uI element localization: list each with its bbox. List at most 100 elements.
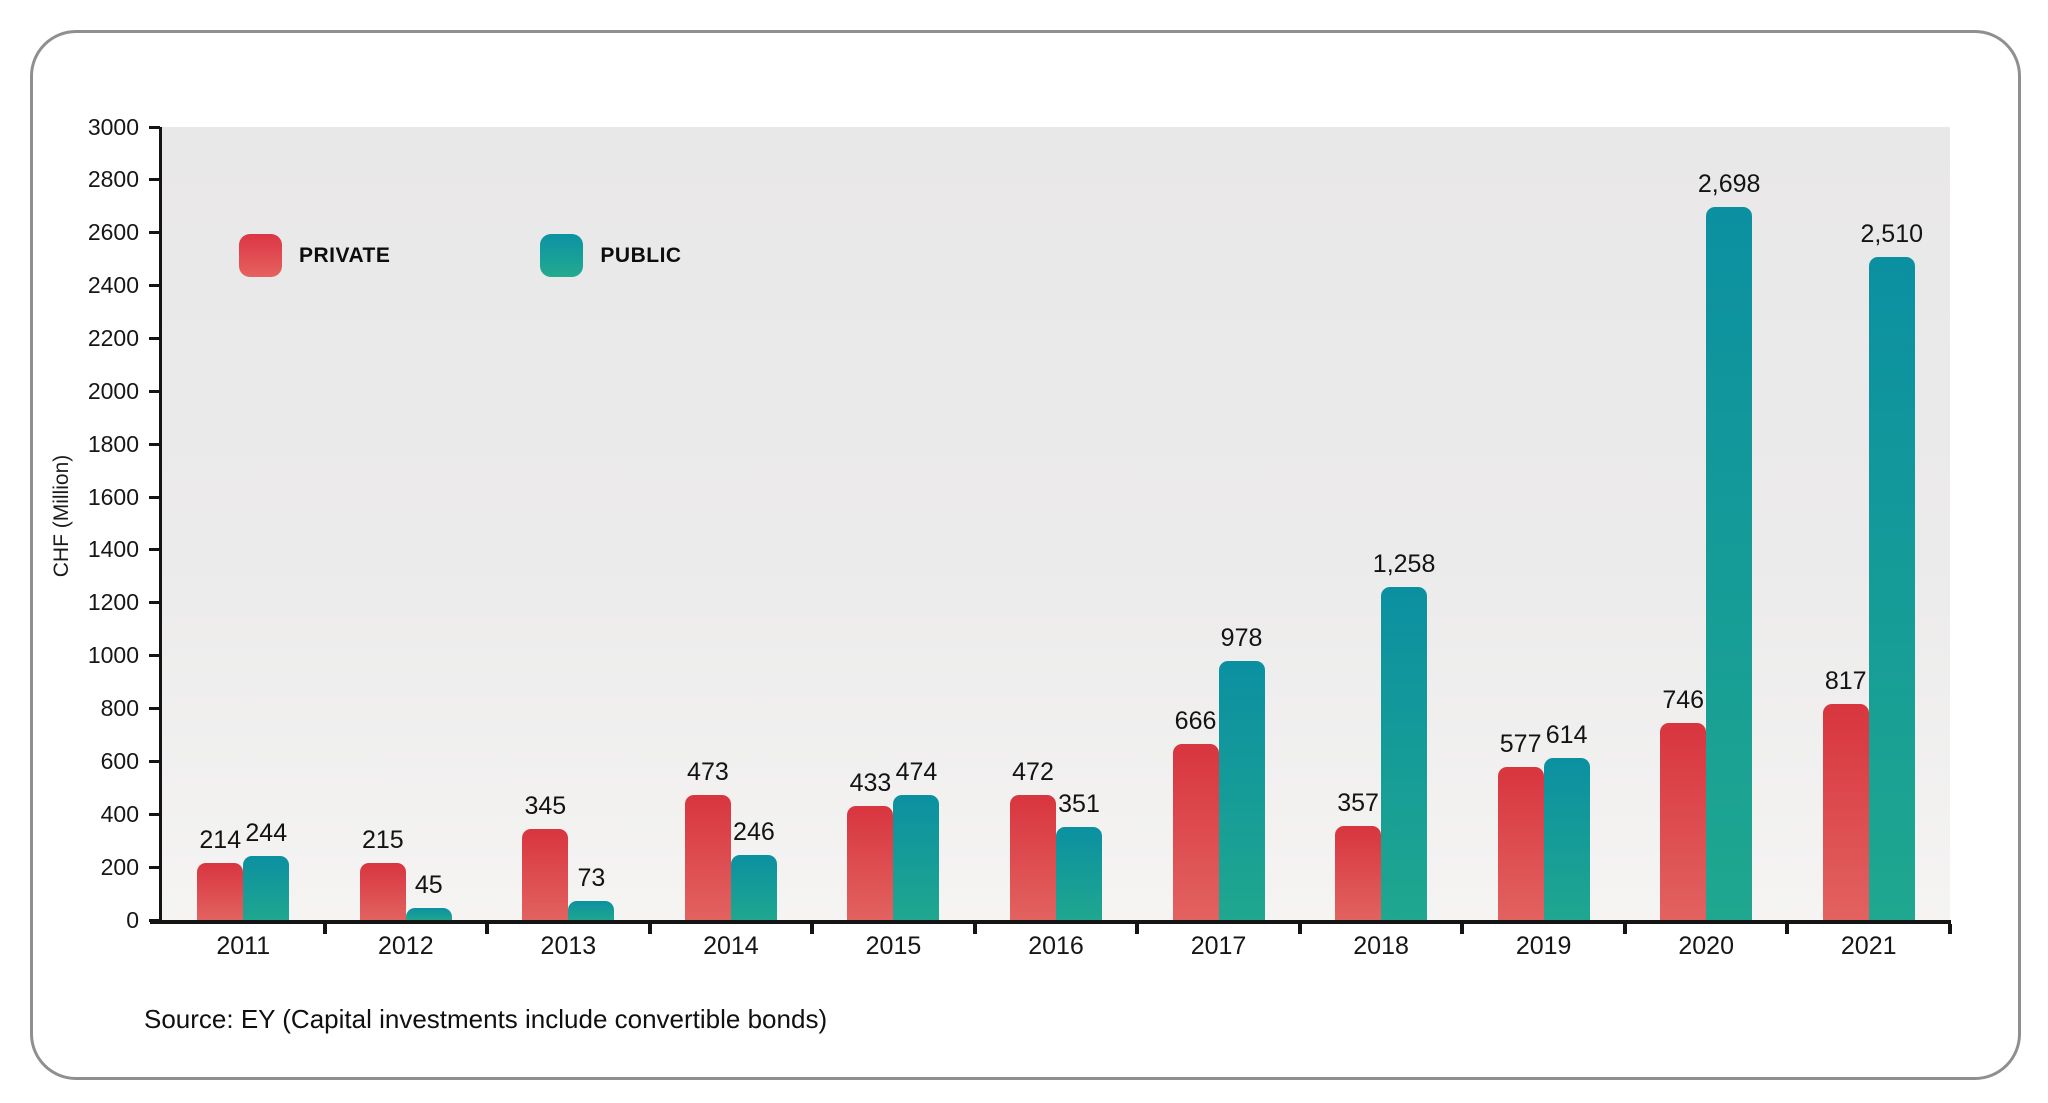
bar-label-private-2012: 215	[361, 826, 404, 855]
legend-item-public: PUBLIC	[420, 234, 681, 277]
x-tick	[1460, 924, 1465, 934]
y-tick	[149, 284, 160, 288]
legend-swatch-public	[540, 234, 584, 277]
y-tick-label: 2000	[87, 377, 139, 404]
x-axis-label-2011: 2011	[216, 932, 271, 960]
x-axis-label-2014: 2014	[703, 932, 759, 960]
plot-area	[162, 127, 1950, 920]
bar-label-private-2017: 666	[1174, 706, 1217, 735]
bar-label-public-2019: 614	[1545, 720, 1588, 749]
legend-label-private: PRIVATE	[299, 243, 391, 267]
bar-public-2011	[243, 855, 290, 920]
y-tick-label: 2400	[87, 272, 139, 299]
bar-private-2020	[1660, 722, 1707, 920]
bar-private-2012	[359, 863, 406, 920]
x-tick	[1297, 924, 1302, 934]
bar-label-public-2011: 244	[245, 818, 288, 847]
bar-private-2015	[847, 805, 894, 920]
y-tick	[149, 548, 160, 552]
y-tick	[149, 336, 160, 340]
x-tick	[810, 924, 815, 934]
bar-public-2014	[730, 854, 777, 920]
bar-public-2019	[1543, 757, 1590, 920]
bar-private-2014	[684, 794, 731, 920]
x-axis-label-2016: 2016	[1028, 932, 1084, 960]
x-tick	[647, 924, 652, 934]
bar-label-public-2015: 474	[895, 757, 938, 786]
bar-public-2021	[1868, 256, 1915, 920]
y-tick-label: 400	[100, 800, 139, 827]
y-tick	[149, 442, 160, 446]
bar-private-2018	[1335, 825, 1382, 920]
legend-item-private: PRIVATE	[239, 234, 390, 277]
bar-private-2013	[522, 828, 569, 920]
y-tick-label: 1800	[87, 430, 139, 457]
y-tick	[149, 495, 160, 499]
y-tick-label: 2200	[87, 324, 139, 351]
bar-label-public-2016: 351	[1058, 790, 1100, 819]
bar-label-private-2013: 345	[524, 791, 567, 820]
y-tick-label: 3000	[87, 113, 139, 140]
bar-private-2019	[1497, 767, 1544, 920]
y-tick	[149, 389, 160, 393]
x-tick	[1785, 924, 1790, 934]
bar-private-2021	[1822, 704, 1869, 920]
x-axis-label-2012: 2012	[378, 932, 434, 960]
y-tick-label: 800	[100, 695, 139, 722]
bar-label-public-2012: 45	[414, 871, 443, 900]
legend: PRIVATE PUBLIC	[239, 234, 682, 277]
y-tick-label: 2800	[87, 166, 139, 193]
y-tick	[149, 707, 160, 711]
source-note: Source: EY (Capital investments include …	[144, 1004, 828, 1034]
bar-public-2017	[1218, 661, 1265, 920]
legend-swatch-private	[239, 234, 282, 277]
y-axis	[159, 127, 162, 923]
y-tick	[149, 231, 160, 235]
x-tick	[1622, 924, 1627, 934]
x-tick	[972, 924, 977, 934]
bar-label-private-2014: 473	[687, 757, 729, 786]
x-axis-label-2020: 2020	[1678, 932, 1734, 960]
bar-public-2020	[1706, 206, 1753, 920]
y-tick	[149, 654, 160, 658]
legend-label-public: PUBLIC	[600, 243, 682, 267]
bar-label-private-2015: 433	[849, 768, 892, 797]
bar-label-public-2020: 2,698	[1697, 169, 1761, 198]
y-tick	[149, 865, 160, 869]
bar-label-private-2018: 357	[1337, 788, 1379, 817]
bar-public-2016	[1056, 827, 1102, 920]
bar-private-2016	[1010, 795, 1056, 920]
bar-label-private-2021: 817	[1824, 667, 1867, 696]
bar-private-2011	[197, 863, 244, 920]
y-tick-label: 1400	[87, 536, 139, 563]
x-tick	[1948, 924, 1952, 934]
y-tick-label: 600	[100, 747, 139, 774]
bar-public-2015	[893, 794, 940, 920]
y-tick	[149, 178, 160, 182]
x-axis-label-2017: 2017	[1190, 932, 1247, 960]
bar-label-private-2011: 214	[199, 826, 242, 855]
bar-label-public-2021: 2,510	[1860, 219, 1923, 248]
x-axis-label-2019: 2019	[1515, 932, 1572, 960]
x-tick	[1135, 924, 1140, 934]
x-axis-label-2015: 2015	[865, 932, 922, 960]
x-tick	[322, 924, 327, 934]
bar-label-private-2016: 472	[1012, 758, 1054, 787]
bar-label-public-2013: 73	[577, 863, 606, 892]
x-tick	[485, 924, 490, 934]
x-axis-label-2021: 2021	[1840, 932, 1897, 960]
bar-public-2018	[1381, 587, 1428, 920]
bar-public-2012	[405, 908, 452, 920]
bar-label-public-2017: 978	[1220, 624, 1263, 653]
bar-private-2017	[1172, 743, 1219, 920]
bar-label-private-2019: 577	[1499, 730, 1542, 759]
y-tick-label: 200	[100, 853, 139, 880]
y-tick-label: 1000	[87, 642, 139, 669]
bar-label-private-2020: 746	[1662, 685, 1705, 714]
y-tick	[149, 918, 160, 922]
y-tick	[149, 125, 160, 129]
x-axis-label-2018: 2018	[1353, 932, 1409, 960]
x-axis	[150, 920, 1951, 924]
y-tick-label: 0	[126, 906, 139, 933]
